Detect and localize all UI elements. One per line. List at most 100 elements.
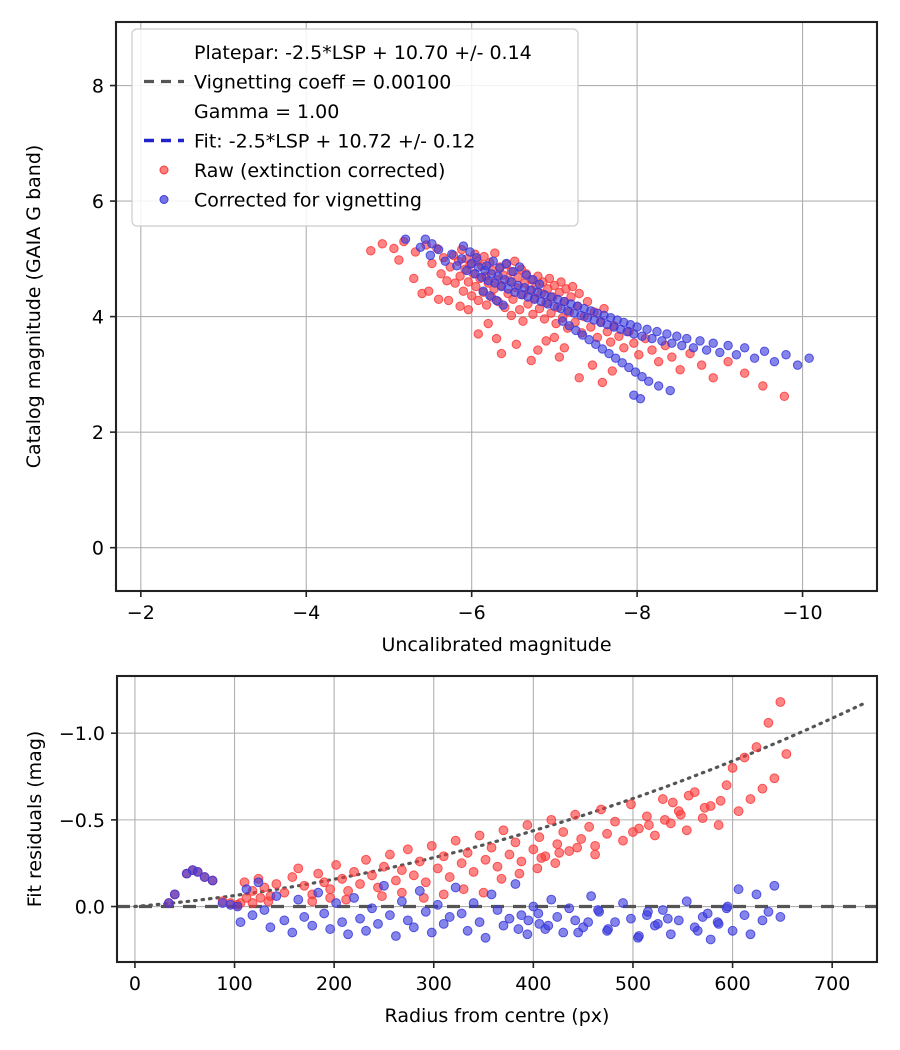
data-point xyxy=(319,908,330,919)
data-point xyxy=(757,915,768,926)
data-point xyxy=(279,915,290,926)
data-point xyxy=(514,262,525,272)
data-point xyxy=(722,901,733,912)
xtick-label-4: −10 xyxy=(782,602,822,624)
data-point xyxy=(480,854,491,865)
data-point xyxy=(447,249,457,259)
data-point xyxy=(624,362,634,373)
data-point xyxy=(391,931,401,941)
data-point xyxy=(695,336,705,346)
data-point xyxy=(597,377,608,388)
data-point xyxy=(343,929,353,940)
data-point xyxy=(474,917,485,928)
data-point xyxy=(426,840,437,851)
xtick-label-7: 700 xyxy=(814,973,850,995)
data-point xyxy=(672,331,682,341)
data-point xyxy=(498,920,509,931)
data-point xyxy=(409,273,419,284)
data-point xyxy=(432,863,443,874)
data-point xyxy=(516,910,527,921)
legend-entry-2: Gamma = 1.00 xyxy=(194,101,339,123)
xtick-label-1: −4 xyxy=(292,602,320,624)
data-point xyxy=(554,352,565,362)
data-point xyxy=(496,873,507,884)
data-point xyxy=(241,884,252,895)
data-point xyxy=(682,333,692,344)
legend-entry-5: Corrected for vignetting xyxy=(159,190,422,212)
data-point xyxy=(504,913,515,924)
data-point xyxy=(544,273,555,284)
legend-handle-dot-blue xyxy=(159,195,169,204)
data-point xyxy=(723,340,733,351)
data-point xyxy=(522,929,533,940)
data-point xyxy=(573,927,584,938)
xtick-label-1: 100 xyxy=(216,973,252,995)
data-point xyxy=(533,908,544,919)
data-point xyxy=(325,884,336,895)
data-point xyxy=(501,258,512,269)
data-point xyxy=(341,894,352,905)
data-point xyxy=(723,356,733,367)
data-point xyxy=(715,347,725,358)
data-point xyxy=(450,882,461,893)
data-point xyxy=(574,373,584,383)
legend-handle-dot-red xyxy=(159,165,169,175)
data-point xyxy=(633,932,643,943)
data-point xyxy=(642,811,652,822)
data-point xyxy=(433,244,444,255)
data-point xyxy=(514,868,525,879)
data-point xyxy=(617,358,627,368)
data-point xyxy=(458,286,469,296)
legend-label-5: Corrected for vignetting xyxy=(194,190,422,212)
data-point xyxy=(665,385,675,396)
data-point xyxy=(596,804,606,815)
data-point xyxy=(634,350,644,360)
data-point xyxy=(630,367,641,377)
data-point xyxy=(739,910,750,921)
data-point xyxy=(759,346,770,356)
data-point xyxy=(420,234,431,244)
data-point xyxy=(217,898,228,908)
data-point xyxy=(763,717,774,728)
xtick-label-5: 500 xyxy=(615,973,651,995)
data-point xyxy=(510,837,521,848)
xtick-label-3: −8 xyxy=(623,602,651,624)
data-point xyxy=(632,322,642,332)
data-point xyxy=(444,912,455,922)
data-point xyxy=(271,879,282,889)
data-point xyxy=(504,849,515,860)
data-point xyxy=(496,348,507,359)
data-point xyxy=(169,889,180,900)
legend-label-3: Fit: -2.5*LSP + 10.72 +/- 0.12 xyxy=(194,131,475,153)
data-point xyxy=(355,879,365,889)
data-point xyxy=(751,742,762,752)
data-point xyxy=(610,816,620,827)
data-point xyxy=(536,853,547,863)
data-point xyxy=(450,835,461,846)
data-point xyxy=(567,281,578,292)
data-point xyxy=(463,304,474,315)
data-point xyxy=(400,234,411,244)
data-point xyxy=(552,839,563,850)
data-point xyxy=(763,906,774,917)
data-point xyxy=(452,261,462,271)
data-point xyxy=(675,365,685,375)
data-point xyxy=(337,873,348,884)
legend-entry-3: Fit: -2.5*LSP + 10.72 +/- 0.12 xyxy=(144,131,475,153)
data-point xyxy=(432,899,443,910)
data-point xyxy=(541,336,551,346)
data-point xyxy=(659,814,670,825)
data-point xyxy=(414,856,425,867)
data-point xyxy=(510,879,521,889)
data-point xyxy=(549,332,560,343)
data-point xyxy=(626,913,636,924)
data-point xyxy=(526,355,536,366)
xtick-label-0: 0 xyxy=(129,973,141,995)
data-point xyxy=(653,356,664,367)
data-point xyxy=(556,277,566,287)
axes-frame-photometric-calibration xyxy=(114,20,879,593)
data-point xyxy=(427,258,437,269)
data-point xyxy=(508,266,518,277)
data-point xyxy=(259,905,270,915)
data-point xyxy=(319,877,330,888)
